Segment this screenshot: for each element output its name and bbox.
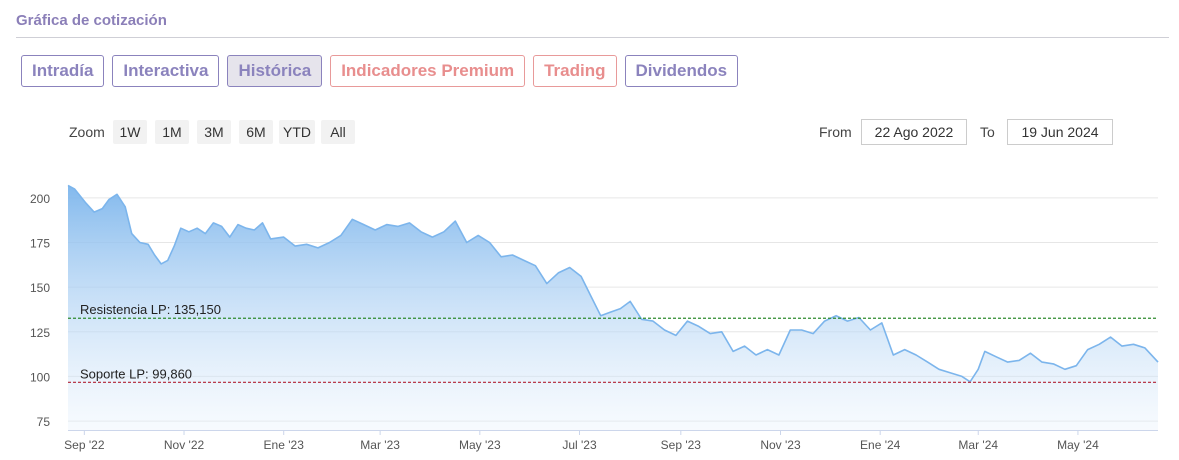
- y-tick-label-100: 100: [30, 370, 50, 384]
- x-tick-label-7: Nov '23: [760, 438, 801, 452]
- x-tick-label-0: Sep '22: [64, 438, 105, 452]
- x-tick-label-6: Sep '23: [661, 438, 702, 452]
- y-tick-label-175: 175: [30, 237, 50, 251]
- tab-intradia[interactable]: Intradía: [21, 55, 105, 87]
- x-tick-label-9: Mar '24: [958, 438, 998, 452]
- zoom-all-button[interactable]: All: [321, 120, 355, 144]
- section-divider: [16, 37, 1169, 38]
- y-tick-label-125: 125: [30, 326, 50, 340]
- zoom-ytd-button[interactable]: YTD: [279, 120, 315, 144]
- range-from-label: From: [819, 124, 852, 140]
- reference-label-0: Resistencia LP: 135,150: [80, 302, 221, 317]
- zoom-6m-button[interactable]: 6M: [239, 120, 273, 144]
- reference-label-1: Soporte LP: 99,860: [80, 366, 192, 381]
- zoom-1w-button[interactable]: 1W: [113, 120, 147, 144]
- x-tick-label-5: Jul '23: [562, 438, 597, 452]
- section-title: Gráfica de cotización: [16, 12, 167, 29]
- tab-dividendos[interactable]: Dividendos: [624, 55, 739, 87]
- tab-interactiva[interactable]: Interactiva: [112, 55, 220, 87]
- range-from-input[interactable]: 22 Ago 2022: [861, 119, 967, 145]
- price-line: [67, 184, 1159, 383]
- x-tick-label-4: May '23: [459, 438, 501, 452]
- x-tick-label-1: Nov '22: [164, 438, 205, 452]
- tab-trading[interactable]: Trading: [533, 55, 617, 87]
- x-tick-label-3: Mar '23: [360, 438, 400, 452]
- y-tick-label-200: 200: [30, 192, 50, 206]
- tab-historica[interactable]: Histórica: [227, 55, 323, 87]
- y-tick-label-75: 75: [37, 415, 51, 429]
- chart-tabs: Intradía Interactiva Histórica Indicador…: [21, 55, 746, 87]
- zoom-3m-button[interactable]: 3M: [197, 120, 231, 144]
- y-tick-label-150: 150: [30, 281, 50, 295]
- x-tick-label-2: Ene '23: [264, 438, 305, 452]
- range-to-input[interactable]: 19 Jun 2024: [1007, 119, 1113, 145]
- zoom-1m-button[interactable]: 1M: [155, 120, 189, 144]
- x-tick-label-10: May '24: [1057, 438, 1099, 452]
- zoom-label: Zoom: [69, 124, 105, 140]
- price-area: [68, 185, 1158, 430]
- x-tick-label-8: Ene '24: [860, 438, 901, 452]
- range-to-label: To: [980, 124, 995, 140]
- tab-indicadores-premium[interactable]: Indicadores Premium: [330, 55, 526, 87]
